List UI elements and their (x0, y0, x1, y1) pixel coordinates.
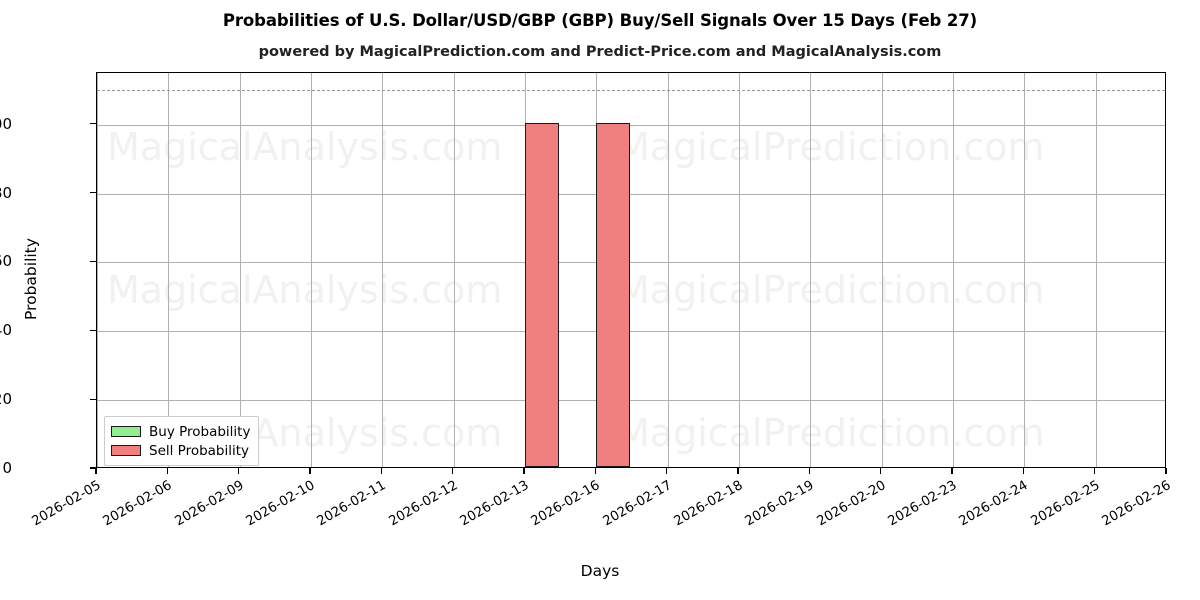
gridline-vertical (311, 73, 312, 467)
y-tick-mark (90, 191, 96, 194)
y-tick-label: 100 (0, 114, 12, 133)
bar (596, 122, 630, 467)
gridline-vertical (453, 73, 455, 467)
x-tick-mark (594, 468, 596, 474)
gridline-vertical (739, 73, 740, 467)
threshold-line (97, 90, 1165, 92)
y-tick-mark (90, 329, 96, 331)
x-tick-mark (166, 468, 168, 474)
y-tick-mark (90, 123, 96, 125)
plot-area: MagicalAnalysis.com MagicalPrediction.co… (96, 72, 1166, 468)
y-tick-label: 20 (0, 390, 12, 409)
gridline-vertical (1024, 73, 1026, 467)
y-tick-mark (90, 260, 96, 262)
gridline-vertical (239, 73, 241, 467)
legend-swatch (111, 445, 141, 456)
x-tick-mark (1165, 468, 1167, 474)
gridline-vertical (1095, 73, 1097, 467)
watermark-text: MagicalAnalysis.com (107, 268, 503, 312)
bar (525, 122, 559, 467)
gridline-vertical (953, 73, 954, 467)
x-tick-mark (1022, 468, 1024, 474)
x-tick-mark (380, 468, 382, 474)
x-tick-mark (309, 468, 311, 474)
x-tick-mark (523, 468, 525, 474)
y-tick-mark (90, 398, 96, 400)
x-axis-label: Days (580, 562, 620, 580)
legend-label: Sell Probability (149, 442, 250, 459)
x-tick-mark (1094, 468, 1096, 474)
y-tick-label: 60 (0, 252, 12, 271)
gridline-horizontal (97, 400, 1165, 402)
gridline-horizontal (97, 331, 1165, 333)
watermark-text: MagicalAnalysis.com (107, 125, 503, 169)
x-tick-mark (452, 468, 454, 474)
gridline-vertical (168, 73, 170, 467)
legend-item[interactable]: Buy Probability (111, 422, 250, 441)
watermark-text: MagicalPrediction.com (617, 411, 1045, 455)
chart-subtitle: powered by MagicalPrediction.com and Pre… (258, 44, 942, 60)
gridline-vertical (382, 73, 384, 467)
y-axis-label: Probability (22, 238, 40, 320)
x-tick-mark (737, 468, 739, 474)
x-tick-mark (951, 468, 953, 474)
gridline-horizontal (97, 262, 1165, 264)
y-tick-label: 80 (0, 183, 12, 202)
legend-label: Buy Probability (149, 423, 251, 440)
page-title: Probabilities of U.S. Dollar/USD/GBP (GB… (222, 11, 978, 30)
watermark-text: MagicalPrediction.com (617, 268, 1045, 312)
gridline-horizontal (97, 193, 1165, 195)
legend-item[interactable]: Sell Probability (111, 441, 250, 460)
gridline-vertical (97, 73, 98, 467)
gridline-vertical (667, 73, 669, 467)
y-tick-label: 40 (0, 321, 12, 340)
y-tick-label: 0 (2, 459, 12, 477)
gridline-vertical (881, 73, 883, 467)
gridline-vertical (810, 73, 812, 467)
x-tick-mark (238, 468, 240, 474)
x-tick-mark (666, 468, 668, 474)
x-tick-mark (808, 468, 810, 474)
x-tick-mark (880, 468, 882, 474)
watermark-text: MagicalPrediction.com (617, 125, 1045, 169)
chart-legend: Buy Probability Sell Probability (104, 416, 260, 466)
x-tick-mark (95, 468, 97, 474)
gridline-horizontal (97, 124, 1165, 126)
y-tick-mark (90, 467, 96, 469)
legend-swatch (111, 426, 141, 437)
